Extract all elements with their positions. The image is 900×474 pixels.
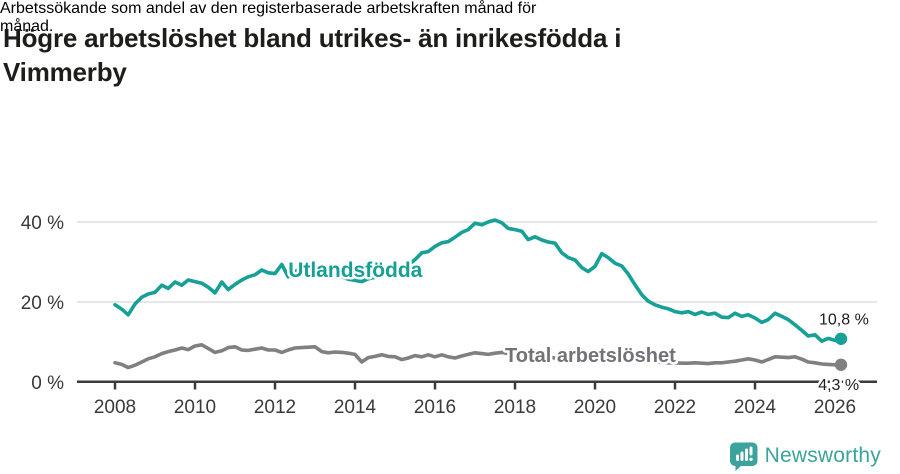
newsworthy-bubble-icon xyxy=(729,442,758,471)
series-end-dot-utlandsf-dda xyxy=(834,332,848,345)
title-line-2: Vimmerby xyxy=(3,57,127,88)
x-tick-label: 2008 xyxy=(94,397,136,418)
x-tick-label: 2026 xyxy=(814,397,856,418)
page-title: Högre arbetslöshet bland utrikes- än inr… xyxy=(3,21,763,89)
subtitle-line-1: Arbetssökande som andel av den registerb… xyxy=(0,0,537,17)
subtitle-line-2: månad. xyxy=(0,18,54,35)
x-tick-label: 2012 xyxy=(254,397,296,418)
newsworthy-logo: Newsworthy xyxy=(729,442,881,471)
x-tick-label: 2020 xyxy=(574,397,616,418)
x-tick-label: 2018 xyxy=(494,397,536,418)
newsworthy-wordmark: Newsworthy xyxy=(764,444,881,467)
series-label-utlandsfodda: Utlandsfödda xyxy=(288,259,422,282)
series-label-total-arbetsloshet: Total arbetslöshet xyxy=(505,345,676,367)
x-tick-label: 2024 xyxy=(734,397,777,418)
series-line-utlandsf-dda xyxy=(113,218,843,343)
x-tick-label: 2022 xyxy=(654,397,696,418)
y-tick-label: 40 % xyxy=(21,213,64,234)
x-tick-label: 2014 xyxy=(334,397,377,418)
end-value-total-arbetsloshet: 4,3 % xyxy=(818,377,859,394)
unemployment-line-chart: 2008 2010 2012 2014 2016 2018 2020 2022 2024 2026… xyxy=(21,213,877,418)
end-value-utlandsfodda: 10,8 % xyxy=(819,311,869,328)
y-tick-label: 20 % xyxy=(21,293,64,314)
x-tick-label: 2016 xyxy=(414,397,456,418)
title-line-1: Högre arbetslöshet bland utrikes- än inr… xyxy=(3,23,622,54)
y-tick-label: 0 % xyxy=(31,373,64,394)
series-line-total-arbetsl-shet xyxy=(113,343,843,370)
series-end-dot-total-arbetsl-shet xyxy=(834,358,848,371)
x-tick-label: 2010 xyxy=(174,397,216,418)
